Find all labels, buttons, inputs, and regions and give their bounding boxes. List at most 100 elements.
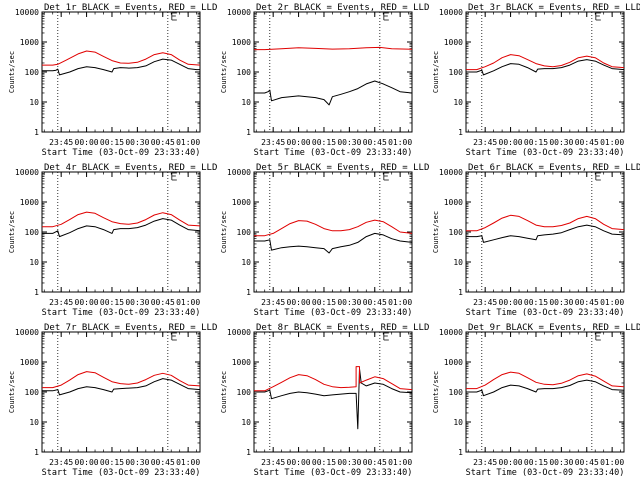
marker-glyph — [383, 172, 389, 181]
y-tick-label: 10000 — [439, 168, 463, 177]
y-tick-label: 100 — [449, 228, 464, 237]
y-tick-label: 1000 — [232, 358, 251, 367]
y-tick-label: 10 — [453, 98, 463, 107]
chart-panel-6: Det 6r BLACK = Events, RED = LLD 1 10 100 10… — [432, 163, 640, 318]
chart-title: Det 8r BLACK = Events, RED = LLD — [256, 323, 429, 333]
y-axis-label: Counts/sec — [220, 211, 228, 253]
x-tick-label: 01:00 — [388, 298, 412, 307]
y-tick-label: 1000 — [20, 38, 39, 47]
plot-frame — [465, 171, 625, 293]
series-line-lld — [466, 54, 625, 71]
x-tick-label: 00:15 — [312, 458, 336, 467]
x-axis-label: Start Time (03-Oct-09 23:33:40) — [42, 468, 201, 478]
x-axis-label: Start Time (03-Oct-09 23:33:40) — [42, 308, 201, 318]
x-tick-label: 00:15 — [524, 138, 548, 147]
y-tick-label: 1 — [246, 448, 251, 457]
plot-frame — [41, 331, 201, 453]
plot-frame — [41, 171, 201, 293]
y-tick-label: 1 — [458, 448, 463, 457]
y-tick-label: 10 — [453, 258, 463, 267]
y-axis-label: Counts/sec — [8, 51, 16, 93]
plot-frame — [253, 11, 413, 133]
series-line-lld — [42, 211, 201, 228]
x-tick-label: 00:45 — [363, 138, 387, 147]
y-tick-label: 10000 — [15, 328, 39, 337]
y-tick-label: 1 — [246, 288, 251, 297]
y-tick-label: 10000 — [227, 168, 251, 177]
x-tick-label: 00:30 — [549, 298, 573, 307]
x-tick-label: 01:00 — [176, 458, 200, 467]
series-line-lld — [254, 219, 413, 237]
chart-title: Det 9r BLACK = Events, RED = LLD — [468, 323, 640, 333]
x-tick-label: 00:30 — [337, 298, 361, 307]
x-tick-label: 01:00 — [176, 138, 200, 147]
x-tick-label: 00:30 — [337, 138, 361, 147]
y-tick-label: 100 — [237, 68, 252, 77]
marker-glyph — [383, 12, 389, 21]
x-tick-label: 00:00 — [75, 298, 99, 307]
y-axis-label: Counts/sec — [432, 211, 440, 253]
x-tick-label: 23:45 — [473, 138, 497, 147]
x-tick-label: 00:30 — [125, 138, 149, 147]
x-tick-label: 23:45 — [49, 138, 73, 147]
x-tick-label: 00:15 — [524, 458, 548, 467]
x-tick-label: 00:15 — [312, 298, 336, 307]
x-tick-label: 00:45 — [575, 458, 599, 467]
y-tick-label: 1000 — [20, 198, 39, 207]
series-line-events — [466, 379, 625, 397]
y-tick-label: 100 — [237, 228, 252, 237]
y-tick-label: 1000 — [232, 198, 251, 207]
marker-glyph — [171, 172, 177, 181]
y-tick-label: 1 — [458, 128, 463, 137]
y-tick-label: 10000 — [15, 168, 39, 177]
series-line-events — [254, 232, 413, 254]
series-line-events — [466, 59, 625, 76]
chart-panel-5: Det 5r BLACK = Events, RED = LLD 1 10 100 10… — [220, 163, 429, 318]
x-tick-label: 23:45 — [473, 298, 497, 307]
y-tick-label: 100 — [449, 388, 464, 397]
y-tick-label: 100 — [25, 68, 40, 77]
x-tick-label: 00:15 — [100, 298, 124, 307]
y-tick-label: 10000 — [439, 328, 463, 337]
x-axis-label: Start Time (03-Oct-09 23:33:40) — [466, 148, 625, 158]
chart-panel-3: Det 3r BLACK = Events, RED = LLD 1 10 100 10… — [432, 3, 640, 158]
series-line-lld — [42, 50, 201, 66]
series-line-lld — [254, 46, 413, 51]
x-tick-label: 01:00 — [388, 138, 412, 147]
x-tick-label: 00:30 — [337, 458, 361, 467]
chart-panel-9: Det 9r BLACK = Events, RED = LLD 1 10 100 10… — [432, 323, 640, 478]
y-axis-label: Counts/sec — [8, 371, 16, 413]
x-tick-label: 23:45 — [49, 458, 73, 467]
y-tick-label: 1 — [34, 288, 39, 297]
y-tick-label: 100 — [25, 228, 40, 237]
chart-title: Det 5r BLACK = Events, RED = LLD — [256, 163, 429, 173]
x-tick-label: 00:30 — [125, 298, 149, 307]
chart-title: Det 2r BLACK = Events, RED = LLD — [256, 3, 429, 13]
x-tick-label: 00:30 — [125, 458, 149, 467]
marker-glyph — [595, 12, 601, 21]
x-axis-label: Start Time (03-Oct-09 23:33:40) — [466, 468, 625, 478]
y-axis-label: Counts/sec — [432, 371, 440, 413]
y-tick-label: 1 — [34, 128, 39, 137]
chart-panel-7: Det 7r BLACK = Events, RED = LLD 1 10 100 10… — [8, 323, 217, 478]
x-tick-label: 00:15 — [312, 138, 336, 147]
y-axis-label: Counts/sec — [220, 371, 228, 413]
x-tick-label: 00:15 — [524, 298, 548, 307]
chart-title: Det 6r BLACK = Events, RED = LLD — [468, 163, 640, 173]
y-tick-label: 100 — [25, 388, 40, 397]
series-line-events — [42, 218, 201, 238]
series-line-events — [254, 368, 413, 430]
y-tick-label: 10 — [453, 418, 463, 427]
marker-glyph — [595, 172, 601, 181]
series-line-lld — [42, 371, 201, 389]
chart-panel-4: Det 4r BLACK = Events, RED = LLD 1 10 100 10… — [8, 163, 217, 318]
y-tick-label: 1 — [458, 288, 463, 297]
y-axis-label: Counts/sec — [432, 51, 440, 93]
y-tick-label: 10 — [241, 418, 251, 427]
x-tick-label: 00:00 — [287, 298, 311, 307]
x-tick-label: 23:45 — [261, 298, 285, 307]
y-tick-label: 1000 — [444, 38, 463, 47]
marker-glyph — [595, 332, 601, 341]
series-line-lld — [466, 214, 625, 232]
